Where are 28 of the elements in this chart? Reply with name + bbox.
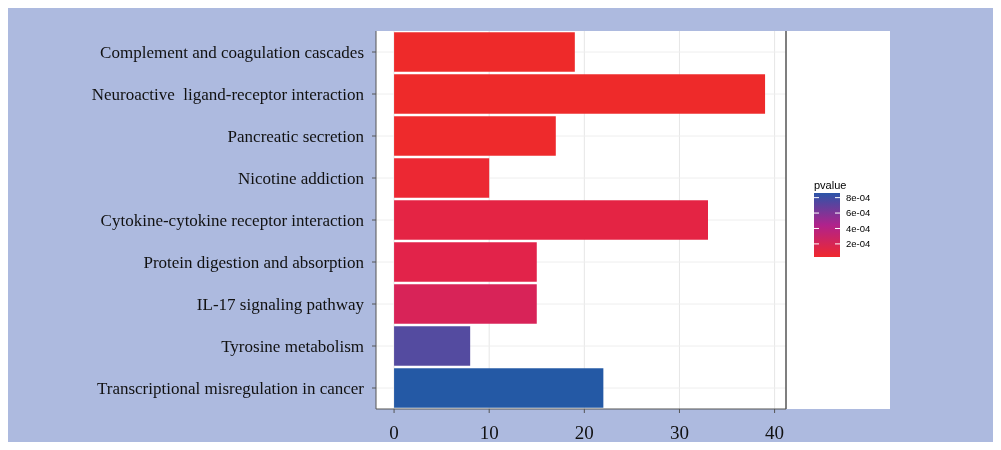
bar — [394, 284, 537, 324]
x-tick-label: 30 — [669, 422, 689, 443]
y-tick-label: IL-17 signaling pathway — [196, 294, 365, 314]
color-bar-label: 6e-04 — [846, 207, 871, 219]
y-tick-label: Complement and coagulation cascades — [100, 42, 364, 62]
x-tick-label: 20 — [574, 422, 594, 443]
color-bar-label: 8e-04 — [846, 191, 871, 203]
bar — [394, 326, 471, 366]
y-tick-label: Neuroactive ligand-receptor interaction — [91, 84, 365, 104]
bar — [394, 32, 575, 72]
x-tick-label: 40 — [765, 422, 785, 443]
bar — [394, 368, 604, 408]
bar — [394, 158, 490, 198]
y-tick-label: Transcriptional misregulation in cancer — [96, 378, 365, 398]
color-bar-label: 4e-04 — [846, 222, 871, 234]
bar — [394, 74, 766, 114]
color-bar-title: pvalue — [814, 179, 847, 191]
x-tick-label: 10 — [479, 422, 499, 443]
y-tick-label: Tyrosine metabolism — [221, 336, 364, 356]
y-tick-label: Pancreatic secretion — [227, 126, 365, 146]
y-tick-label: Cytokine-cytokine receptor interaction — [100, 210, 365, 230]
y-tick-label: Nicotine addiction — [237, 168, 365, 188]
bar — [394, 116, 556, 156]
y-tick-label: Protein digestion and absorption — [143, 252, 365, 272]
bar — [394, 200, 708, 240]
x-tick-label: 0 — [389, 422, 399, 443]
bar — [394, 242, 537, 282]
color-bar-label: 2e-04 — [846, 238, 871, 250]
